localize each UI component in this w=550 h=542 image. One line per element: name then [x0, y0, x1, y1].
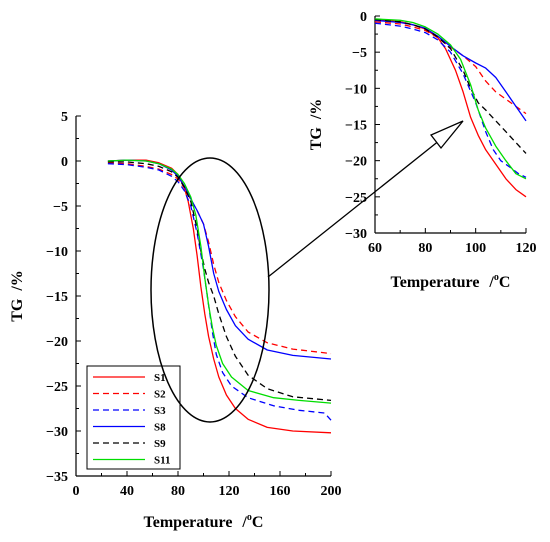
inset-y-tick-label: −20	[345, 155, 367, 170]
inset-y-tick-label: 0	[360, 10, 367, 25]
zoom-arrow-line	[267, 135, 446, 278]
main-y-tick-label: 0	[61, 155, 68, 170]
inset-series-s9	[374, 18, 527, 154]
main-y-tick-label: −10	[46, 245, 68, 260]
legend-label-s2: S2	[154, 389, 166, 401]
main-x-tick-label: 160	[270, 484, 291, 499]
main-y-tick-label: −20	[46, 335, 68, 350]
main-series-s2	[107, 162, 332, 355]
main-x-tick-label: 120	[219, 484, 240, 499]
main-series-s11	[107, 159, 332, 404]
inset-x-axis-title: Temperature/oC	[391, 272, 511, 291]
main-x-axis-title: Temperature/oC	[144, 512, 264, 531]
inset-y-axis-title: TG/%	[308, 99, 325, 151]
inset-x-tick-label: 120	[516, 241, 537, 256]
main-x-tick-label: 40	[120, 484, 134, 499]
inset-series-s11	[374, 18, 527, 180]
inset-x-tick-label: 100	[465, 241, 486, 256]
main-y-tick-label: −35	[46, 470, 68, 485]
inset-y-tick-label: −30	[345, 227, 367, 242]
inset-y-tick-label: −15	[345, 119, 367, 134]
legend-label-s9: S9	[154, 438, 166, 450]
legend-label-s8: S8	[154, 422, 166, 434]
legend-box	[86, 365, 181, 470]
main-y-tick-label: −5	[53, 200, 68, 215]
main-y-axis-title: TG/%	[9, 270, 26, 322]
main-x-tick-label: 80	[171, 484, 185, 499]
main-x-tick-label: 0	[73, 484, 80, 499]
main-y-tick-label: −25	[46, 380, 68, 395]
inset-y-tick-label: −10	[345, 82, 367, 97]
main-y-tick-label: −30	[46, 425, 68, 440]
legend-label-s1: S1	[154, 372, 166, 384]
main-series-s8	[107, 159, 332, 360]
main-x-tick-label: 200	[321, 484, 342, 499]
legend-label-s11: S11	[154, 455, 171, 467]
main-axes: 5 0 −5 −10 −15 −20 −25 −30 −35 0 40 80 120 160 200	[46, 110, 341, 499]
main-y-tick-label: 5	[61, 110, 68, 125]
legend: S1 S2 S3 S8 S9 S11	[86, 365, 181, 470]
inset-series-s8	[374, 19, 527, 122]
inset-y-tick-label: −5	[352, 46, 367, 61]
inset-series-group	[374, 18, 527, 198]
main-series-s1	[107, 159, 332, 434]
zoom-arrowhead	[429, 120, 464, 150]
inset-series-s3	[374, 22, 527, 178]
main-plot: 5 0 −5 −10 −15 −20 −25 −30 −35 0 40 80 120 160 200 TG/…	[9, 110, 342, 531]
inset-x-tick-label: 80	[418, 241, 432, 256]
inset-x-tick-label: 60	[368, 241, 382, 256]
inset-y-tick-label: −25	[345, 191, 367, 206]
inset-series-s2	[374, 21, 527, 115]
main-y-tick-label: −15	[46, 290, 68, 305]
main-series-group	[107, 159, 332, 434]
legend-label-s3: S3	[154, 405, 166, 417]
zoom-region-ellipse	[150, 157, 270, 423]
